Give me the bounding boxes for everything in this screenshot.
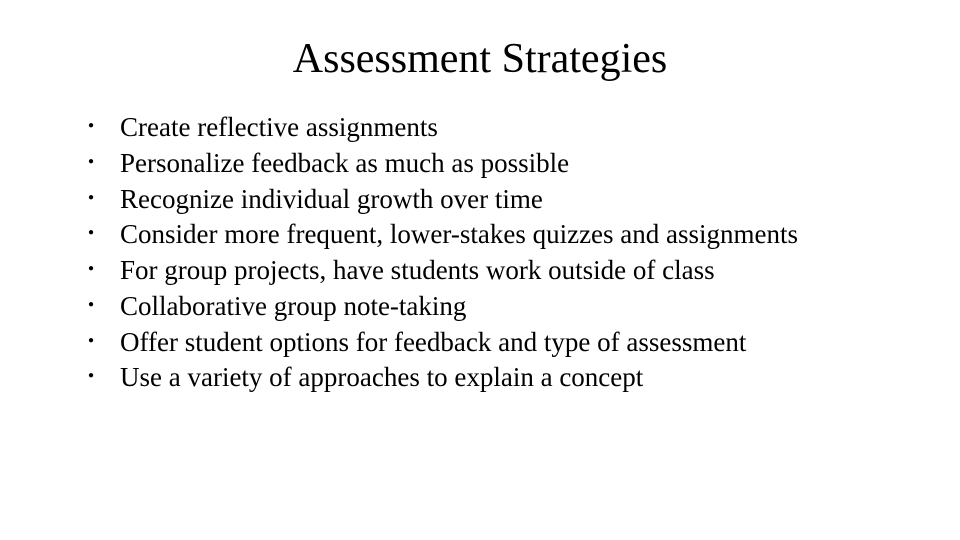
slide-container: Assessment Strategies Create reflective … bbox=[0, 0, 960, 540]
list-item: Use a variety of approaches to explain a… bbox=[80, 361, 910, 395]
slide-body: Create reflective assignments Personaliz… bbox=[50, 111, 910, 395]
list-item: Consider more frequent, lower-stakes qui… bbox=[80, 218, 910, 252]
list-item: For group projects, have students work o… bbox=[80, 254, 910, 288]
bullet-list: Create reflective assignments Personaliz… bbox=[80, 111, 910, 395]
list-item: Offer student options for feedback and t… bbox=[80, 326, 910, 360]
slide-title: Assessment Strategies bbox=[50, 35, 910, 83]
list-item: Collaborative group note-taking bbox=[80, 290, 910, 324]
list-item: Create reflective assignments bbox=[80, 111, 910, 145]
list-item: Personalize feedback as much as possible bbox=[80, 147, 910, 181]
list-item: Recognize individual growth over time bbox=[80, 183, 910, 217]
